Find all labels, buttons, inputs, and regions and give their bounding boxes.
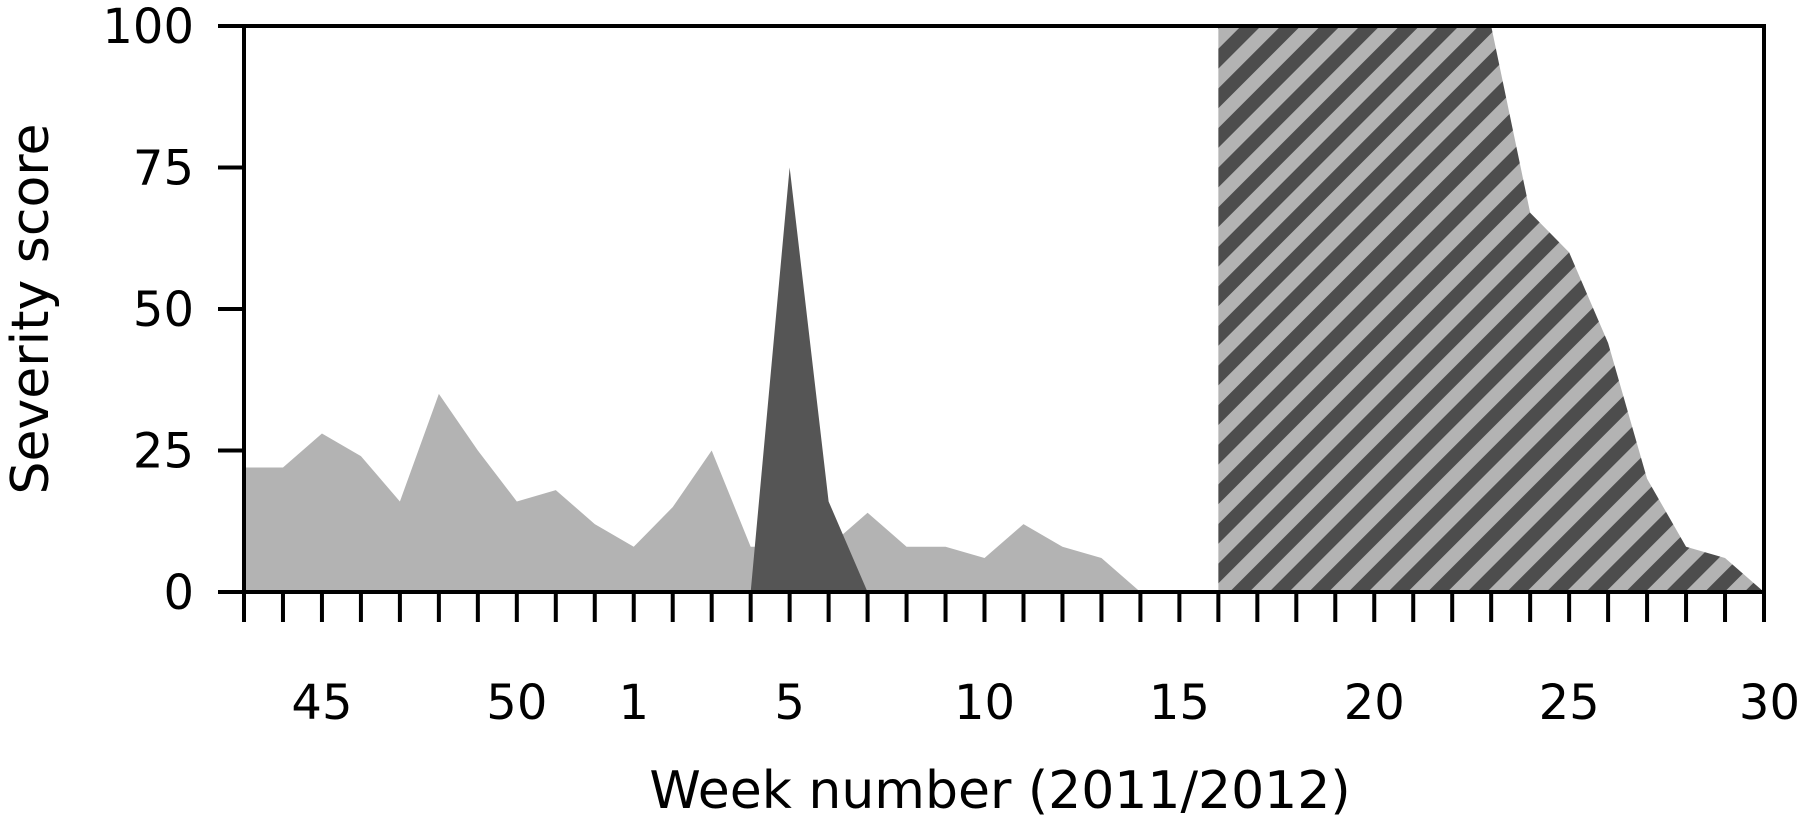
y-axis-label: Severity score xyxy=(1,123,61,494)
series-area-1 xyxy=(244,393,1141,592)
x-tick-label: 50 xyxy=(486,675,547,731)
x-tick-label: 15 xyxy=(1149,675,1210,731)
x-tick-label: 30 xyxy=(1739,675,1800,731)
y-tick-label: 0 xyxy=(163,565,194,621)
x-tick-label: 25 xyxy=(1539,675,1600,731)
x-tick-label: 10 xyxy=(954,675,1015,731)
x-tick-label: 5 xyxy=(774,675,805,731)
series-area-2 xyxy=(750,167,868,592)
x-axis: 45 50 1 5 10 15 20 25 30 xyxy=(242,592,1800,731)
x-tick-label: 20 xyxy=(1344,675,1405,731)
y-tick-label: 100 xyxy=(102,0,194,55)
y-tick-label: 25 xyxy=(133,424,194,480)
y-tick-label: 50 xyxy=(133,282,194,338)
x-axis-label: Week number (2011/2012) xyxy=(649,761,1350,821)
x-tick-label: 1 xyxy=(618,675,649,731)
series-area-3 xyxy=(1218,26,1764,592)
series-layer xyxy=(244,26,1764,592)
x-tick-label: 45 xyxy=(291,675,352,731)
y-axis: 0 25 50 75 100 xyxy=(102,0,244,621)
y-tick-label: 75 xyxy=(133,141,194,197)
